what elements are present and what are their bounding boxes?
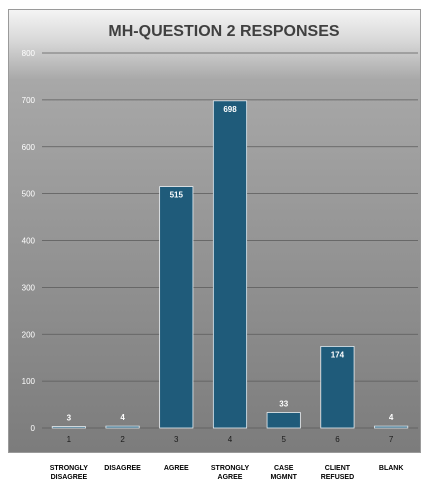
category-label: DISAGREE <box>104 465 141 472</box>
y-tick-label: 200 <box>22 330 36 339</box>
x-tick-label: 3 <box>174 435 179 444</box>
x-tick-label: 6 <box>335 435 340 444</box>
category-label: AGREE <box>163 465 189 472</box>
y-tick-label: 0 <box>31 424 36 433</box>
y-tick-label: 100 <box>22 377 36 386</box>
x-tick-label: 4 <box>228 435 233 444</box>
data-label: 4 <box>389 413 394 422</box>
y-tick-label: 500 <box>22 190 36 199</box>
data-label: 515 <box>170 191 184 200</box>
x-tick-label: 2 <box>120 435 125 444</box>
y-tick-label: 700 <box>22 96 36 105</box>
data-label: 4 <box>120 413 125 422</box>
bar <box>374 425 409 429</box>
x-tick-label: 5 <box>281 435 286 444</box>
x-tick-label: 1 <box>67 435 72 444</box>
data-label: 698 <box>223 105 237 114</box>
y-tick-label: 800 <box>22 49 36 58</box>
chart-title: MH-QUESTION 2 RESPONSES <box>108 23 339 40</box>
category-label: CLIENT REFUSED <box>320 465 355 481</box>
bar <box>51 426 86 429</box>
y-tick-label: 300 <box>22 283 36 292</box>
bar <box>266 412 301 429</box>
data-label: 33 <box>279 400 288 409</box>
category-label: CASE MGMNT <box>270 465 297 481</box>
category-label: STRONGLY DISAGREE <box>49 465 88 481</box>
y-tick-label: 400 <box>22 237 36 246</box>
bar <box>320 346 355 429</box>
y-tick-label: 600 <box>22 143 36 152</box>
data-label: 174 <box>331 350 345 359</box>
x-tick-label: 7 <box>389 435 394 444</box>
category-label: STRONGLY AGREE <box>210 465 250 481</box>
data-label: 3 <box>67 414 72 423</box>
bar <box>159 186 194 429</box>
category-label: BLANK <box>378 465 404 472</box>
bar <box>105 425 140 429</box>
bar <box>212 100 248 429</box>
